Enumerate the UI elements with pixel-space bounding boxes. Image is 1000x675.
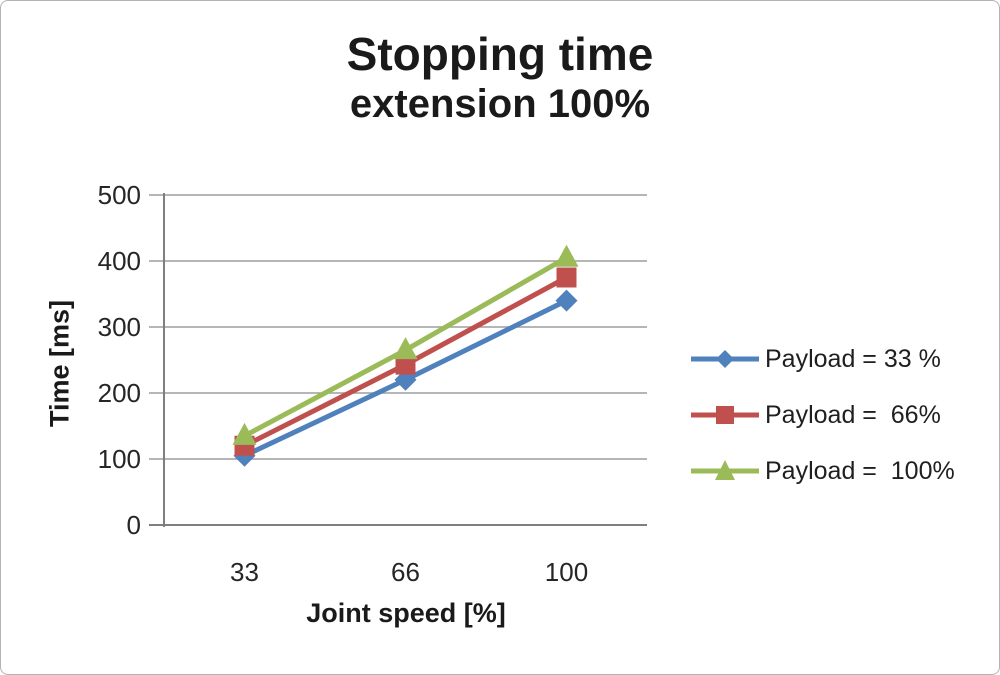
legend-marker-diamond bbox=[691, 350, 759, 368]
legend-entry: Payload = 66% bbox=[689, 399, 955, 431]
legend-marker-triangle bbox=[691, 460, 759, 480]
series-marker-diamond bbox=[555, 289, 578, 312]
y-tick-label: 500 bbox=[98, 180, 141, 210]
x-tick-label: 66 bbox=[391, 557, 420, 587]
x-tick-label: 100 bbox=[545, 557, 588, 587]
x-tick-label: 33 bbox=[230, 557, 259, 587]
legend: Payload = 33 % Payload = 66% Payload = 100… bbox=[689, 343, 955, 511]
chart-title: Stopping time extension 100% bbox=[1, 29, 999, 128]
legend-label: Payload = 100% bbox=[765, 456, 955, 485]
y-tick-label: 300 bbox=[98, 312, 141, 342]
legend-entry: Payload = 100% bbox=[689, 455, 955, 487]
series-marker-square bbox=[395, 354, 416, 375]
series-marker-square bbox=[556, 267, 577, 288]
legend-marker-square bbox=[691, 406, 759, 424]
legend-label: Payload = 33 % bbox=[765, 344, 941, 373]
chart-title-line2: extension 100% bbox=[349, 81, 651, 126]
y-tick-label: 0 bbox=[127, 510, 141, 540]
series-marker-triangle bbox=[554, 244, 579, 267]
y-tick-label: 200 bbox=[98, 378, 141, 408]
chart-title-line1: Stopping time bbox=[346, 28, 654, 80]
series-marker-triangle bbox=[232, 422, 257, 445]
y-tick-label: 400 bbox=[98, 246, 141, 276]
legend-label: Payload = 66% bbox=[765, 400, 941, 429]
y-tick-label: 100 bbox=[98, 444, 141, 474]
x-axis-title: Joint speed [%] bbox=[306, 598, 506, 628]
y-axis-title: Time [ms] bbox=[44, 299, 75, 428]
series-marker-triangle bbox=[393, 337, 418, 360]
legend-entry: Payload = 33 % bbox=[689, 343, 955, 375]
